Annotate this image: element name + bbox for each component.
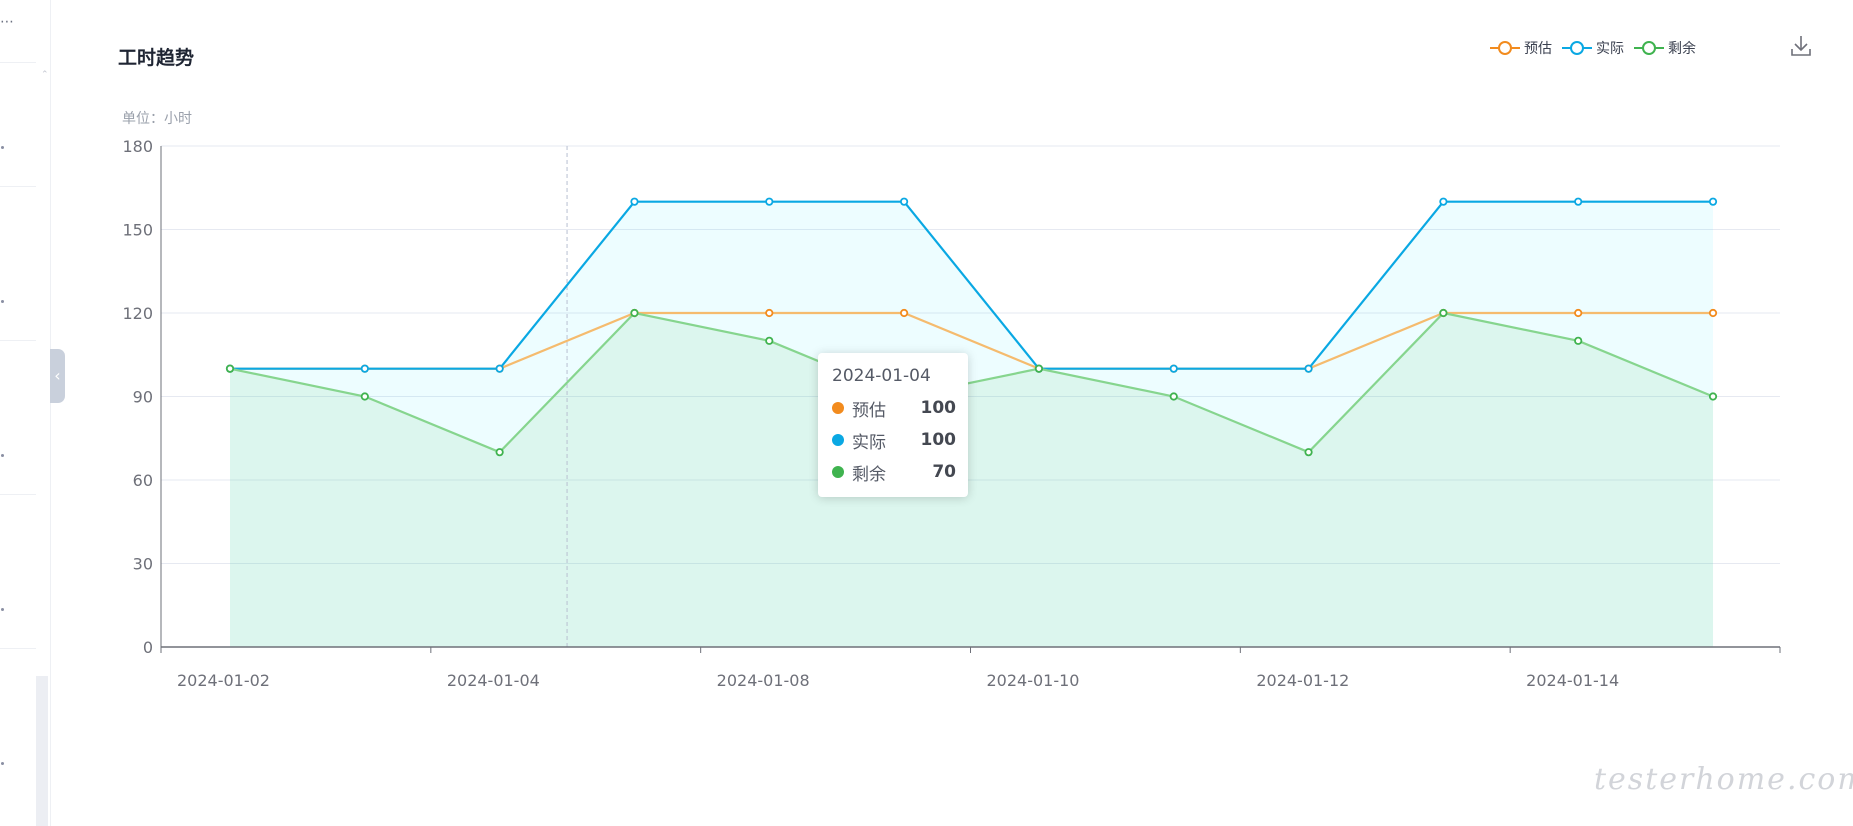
legend-label: 预估 bbox=[1524, 41, 1552, 57]
point-estimate bbox=[899, 308, 909, 318]
point-actual bbox=[1304, 364, 1313, 373]
legend-label: 实际 bbox=[1596, 41, 1624, 57]
area-remaining bbox=[230, 313, 1714, 647]
point-remaining bbox=[1034, 364, 1044, 373]
x-tick-label: 2024-01-08 bbox=[717, 671, 810, 690]
y-tick-label: 120 bbox=[122, 304, 153, 323]
point-actual bbox=[360, 364, 369, 373]
y-tick-label: 150 bbox=[122, 221, 153, 240]
point-remaining bbox=[1169, 392, 1178, 401]
series-areas bbox=[230, 201, 1714, 647]
series-dot-icon bbox=[832, 402, 844, 414]
point-actual bbox=[1708, 197, 1718, 206]
y-axis-labels: 0 30 60 90 120 150 180 bbox=[122, 137, 153, 657]
sidebar-divider bbox=[0, 186, 36, 187]
chart-title: 工时趋势 bbox=[118, 47, 195, 69]
point-actual bbox=[1574, 197, 1583, 206]
point-actual bbox=[495, 364, 504, 373]
tooltip-series-name: 预估 bbox=[852, 400, 886, 421]
point-remaining bbox=[1439, 308, 1448, 318]
line-remaining bbox=[229, 311, 1714, 454]
collapse-sidebar-button[interactable]: ‹ bbox=[50, 349, 65, 403]
x-tick-label: 2024-01-12 bbox=[1256, 671, 1349, 690]
y-tick-label: 60 bbox=[133, 471, 153, 490]
y-tick-label: 30 bbox=[133, 555, 153, 574]
legend-marker-icon bbox=[1490, 41, 1520, 55]
unit-label: 单位：小时 bbox=[122, 111, 192, 127]
sidebar-item[interactable] bbox=[1, 608, 4, 611]
point-remaining bbox=[225, 364, 235, 373]
sidebar-item[interactable] bbox=[1, 762, 4, 765]
point-remaining bbox=[765, 336, 774, 345]
point-remaining bbox=[1708, 392, 1718, 401]
legend-marker-icon bbox=[1562, 41, 1592, 55]
tooltip-value: 100 bbox=[920, 398, 957, 418]
series-lines bbox=[229, 200, 1714, 454]
line-actual bbox=[230, 200, 1714, 370]
y-tick-label: 0 bbox=[143, 638, 153, 657]
legend-item-estimate[interactable]: 预估 bbox=[1490, 38, 1552, 58]
legend-marker-icon bbox=[1634, 41, 1664, 55]
y-tick-label: 180 bbox=[122, 137, 153, 156]
caret-up-icon: ⌃ bbox=[41, 70, 49, 80]
point-remaining bbox=[495, 448, 504, 457]
tooltip-value: 70 bbox=[932, 462, 956, 482]
point-estimate bbox=[1708, 308, 1718, 318]
watermark: testerhome.com bbox=[1594, 762, 1853, 797]
legend-label: 剩余 bbox=[1668, 41, 1696, 57]
sidebar-divider bbox=[0, 648, 36, 649]
legend-item-remaining[interactable]: 剩余 bbox=[1634, 38, 1696, 58]
point-remaining bbox=[1304, 448, 1313, 457]
sidebar-divider bbox=[0, 494, 36, 495]
point-actual bbox=[899, 197, 909, 206]
sidebar-scrollbar[interactable] bbox=[36, 676, 48, 826]
more-icon[interactable]: ⋯ bbox=[0, 14, 15, 30]
y-tick-label: 90 bbox=[133, 388, 153, 407]
series-dot-icon bbox=[832, 434, 844, 446]
chevron-left-icon: ‹ bbox=[54, 366, 61, 385]
area-actual bbox=[230, 201, 1714, 647]
tooltip-series-name: 剩余 bbox=[852, 464, 886, 485]
sidebar-item[interactable] bbox=[1, 146, 4, 149]
point-estimate bbox=[765, 308, 774, 318]
point-actual bbox=[630, 197, 639, 206]
point-remaining bbox=[1574, 336, 1583, 345]
sidebar-item[interactable] bbox=[1, 454, 4, 457]
point-actual bbox=[1169, 364, 1178, 373]
chart-tooltip: 2024-01-04 预估 100 实际 100 剩余 70 bbox=[818, 353, 968, 497]
x-tick-label: 2024-01-04 bbox=[447, 671, 540, 690]
tooltip-row-actual: 实际 100 bbox=[832, 428, 957, 453]
point-remaining bbox=[360, 392, 369, 401]
sidebar-divider bbox=[0, 340, 36, 341]
point-remaining bbox=[630, 308, 639, 318]
chart-legend: 预估 实际 剩余 bbox=[1490, 38, 1706, 58]
sidebar-divider bbox=[0, 62, 36, 63]
tooltip-row-remaining: 剩余 70 bbox=[832, 460, 956, 485]
point-actual bbox=[1439, 197, 1448, 206]
x-tick-label: 2024-01-02 bbox=[177, 671, 270, 690]
legend-item-actual[interactable]: 实际 bbox=[1562, 38, 1624, 58]
x-tick-label: 2024-01-14 bbox=[1526, 671, 1619, 690]
tooltip-value: 100 bbox=[920, 430, 957, 450]
tooltip-series-name: 实际 bbox=[852, 432, 886, 453]
x-tick-label: 2024-01-10 bbox=[987, 671, 1080, 690]
tooltip-date: 2024-01-04 bbox=[832, 366, 931, 386]
x-axis-labels: 2024-01-02 2024-01-04 2024-01-08 2024-01-10… bbox=[177, 671, 1619, 690]
sidebar: ⋯ ⌃ bbox=[0, 0, 51, 826]
sidebar-item[interactable] bbox=[1, 300, 4, 303]
point-estimate bbox=[1574, 308, 1583, 318]
download-icon[interactable] bbox=[1790, 34, 1812, 58]
point-actual bbox=[765, 197, 774, 206]
tooltip-row-estimate: 预估 100 bbox=[832, 396, 957, 421]
axes bbox=[160, 146, 1781, 653]
series-dot-icon bbox=[832, 466, 844, 478]
